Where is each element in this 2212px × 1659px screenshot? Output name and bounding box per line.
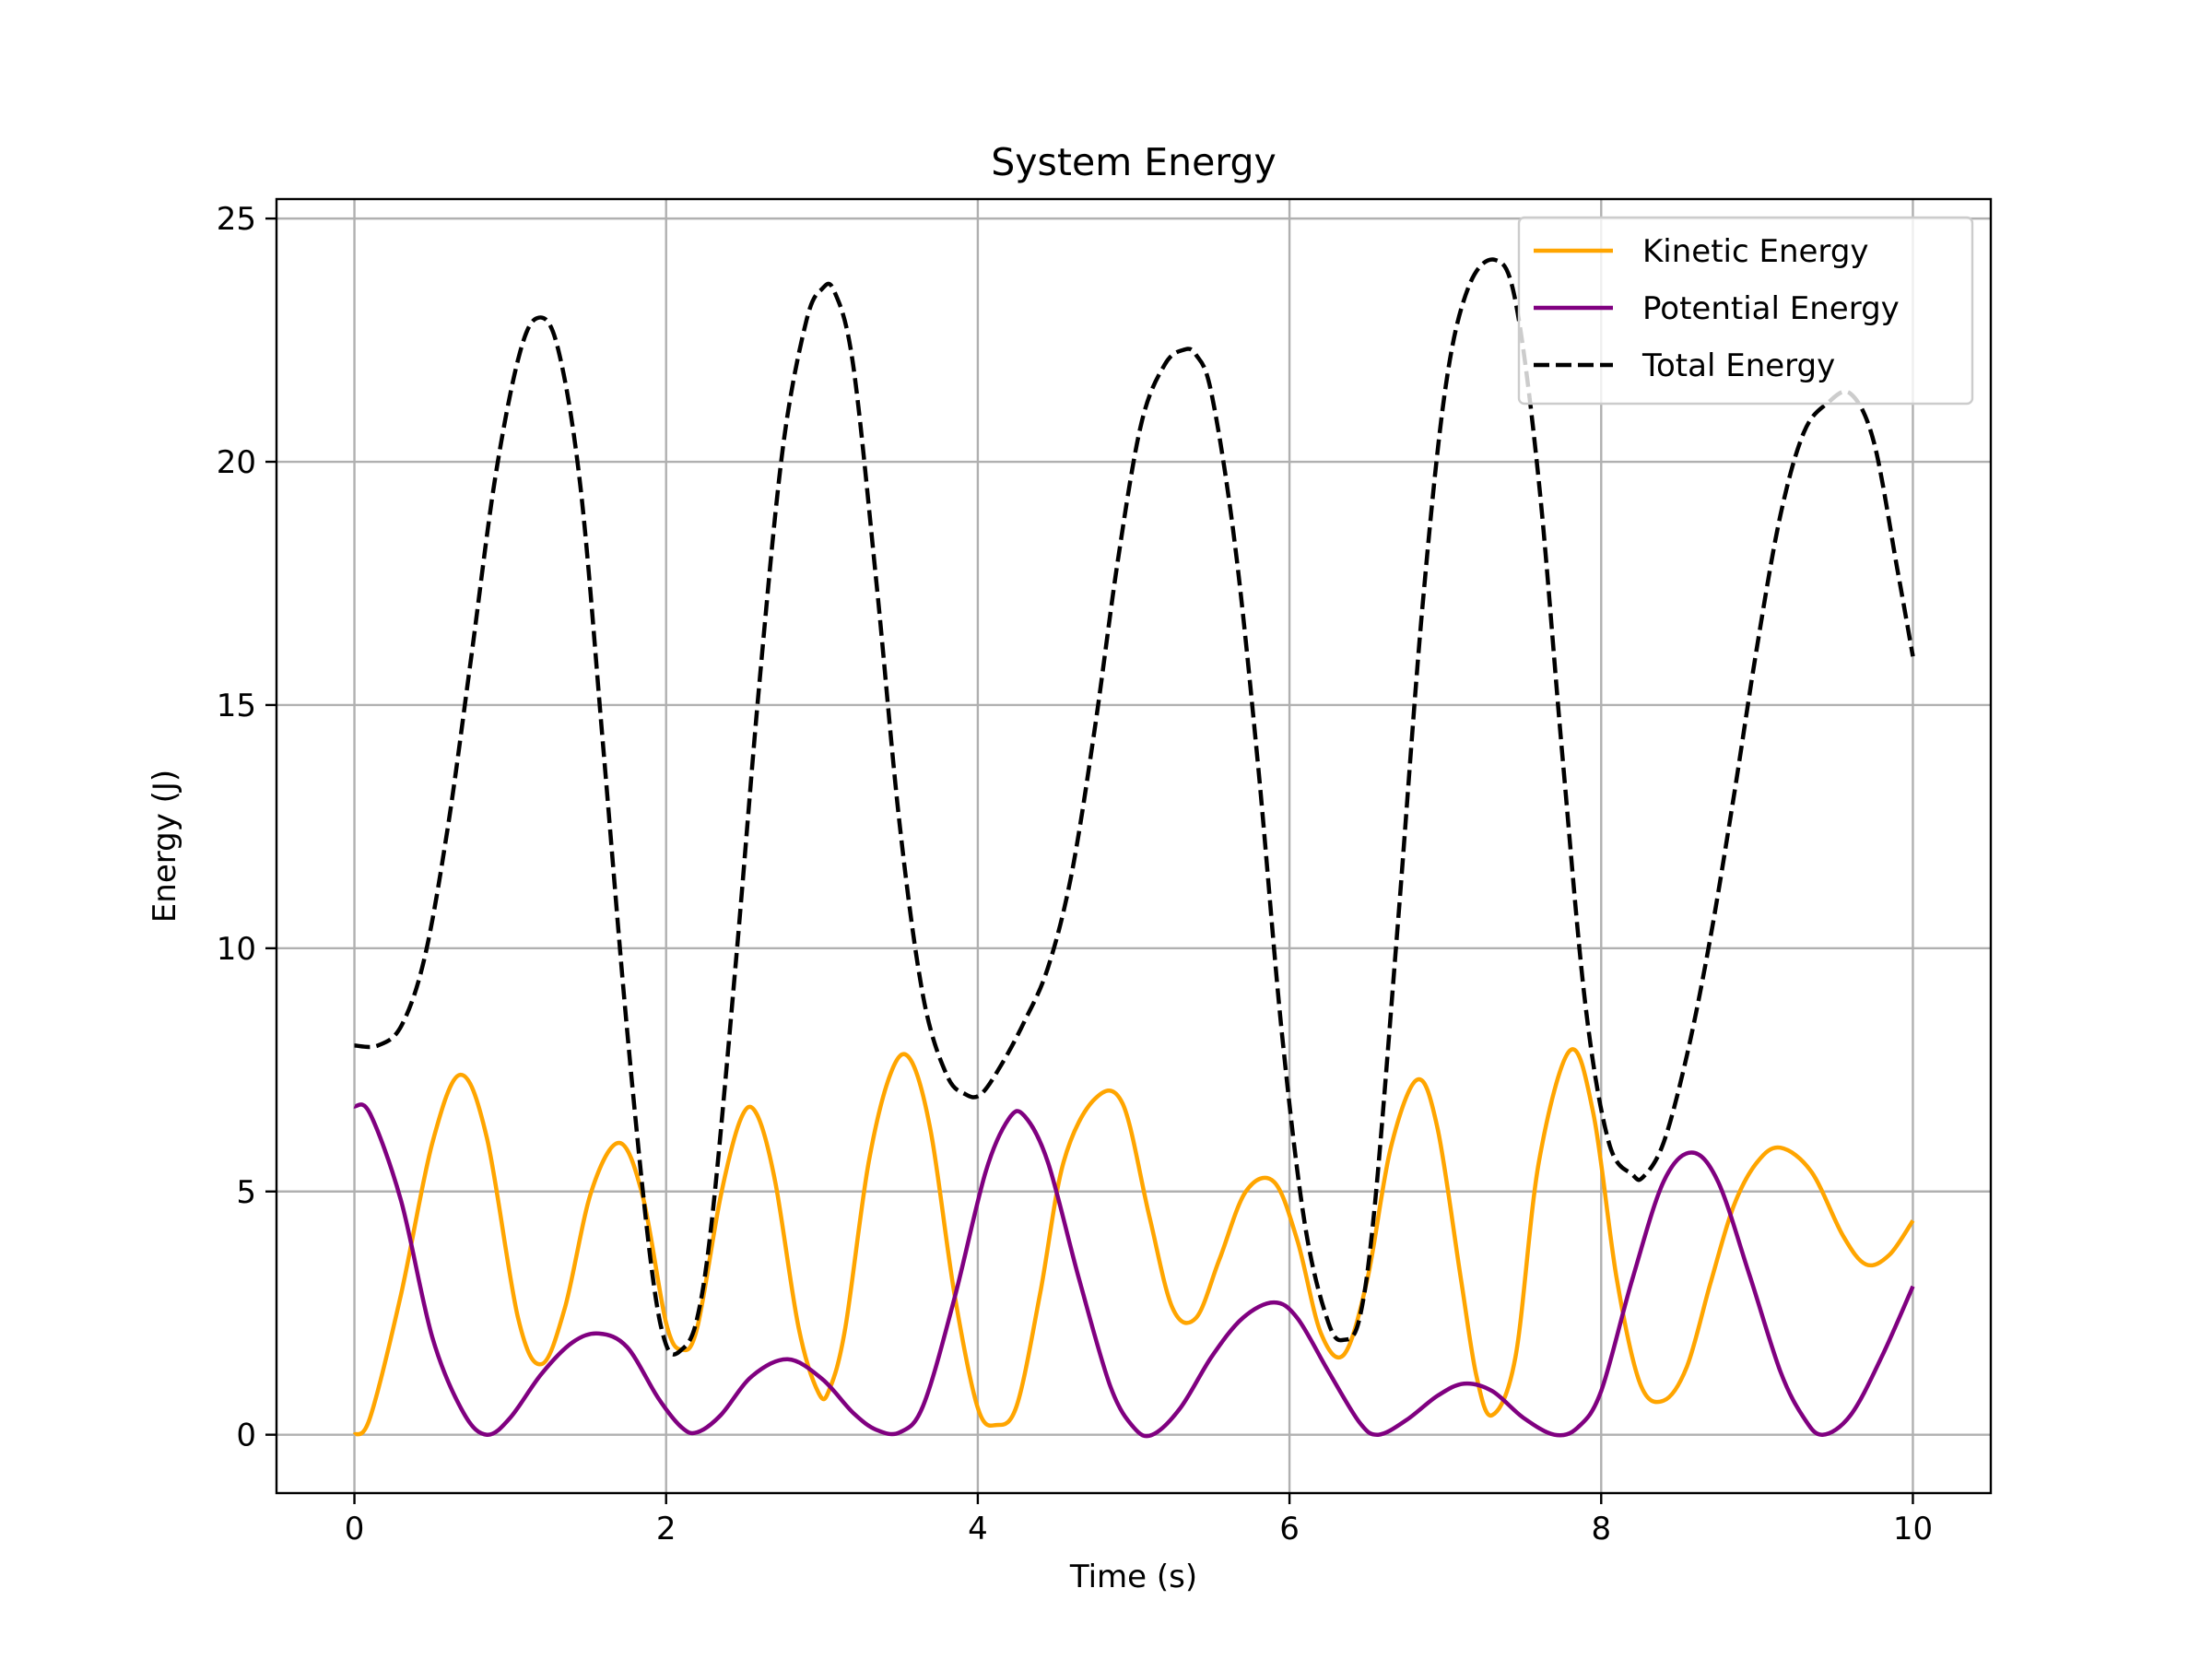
x-tick-label: 4 <box>968 1511 988 1547</box>
x-tick-label: 6 <box>1279 1511 1300 1547</box>
legend-label-total-energy: Total Energy <box>1641 347 1835 384</box>
x-tick-label: 2 <box>656 1511 677 1547</box>
chart-title: System Energy <box>991 140 1276 184</box>
plot-frame <box>275 197 1993 1495</box>
y-tick-label: 20 <box>217 444 256 481</box>
x-axis-label: Time (s) <box>1069 1559 1197 1595</box>
legend-box <box>1517 216 1974 406</box>
x-tick-label: 10 <box>1893 1511 1933 1547</box>
series-layer <box>352 257 1915 1439</box>
y-tick-label: 25 <box>217 201 256 238</box>
y-tick-label: 10 <box>217 931 256 968</box>
legend-label-potential-energy: Potential Energy <box>1642 290 1900 327</box>
series-line-kinetic-energy <box>352 1047 1915 1437</box>
tick-layer: 0 2 4 6 8 10 0 5 10 15 20 25 <box>217 201 1933 1547</box>
y-tick-label: 5 <box>236 1174 256 1211</box>
y-tick-label: 0 <box>236 1418 256 1454</box>
x-tick-label: 0 <box>345 1511 365 1547</box>
legend-label-kinetic-energy: Kinetic Energy <box>1642 233 1869 270</box>
y-tick-label: 15 <box>217 688 256 724</box>
y-axis-label: Energy (J) <box>147 770 183 923</box>
x-tick-label: 8 <box>1591 1511 1611 1547</box>
grid-layer <box>276 199 1991 1493</box>
legend: Kinetic Energy Potential Energy Total En… <box>1517 216 1974 406</box>
series-line-total-energy <box>354 257 1915 1357</box>
series-line-potential-energy <box>353 1102 1915 1439</box>
